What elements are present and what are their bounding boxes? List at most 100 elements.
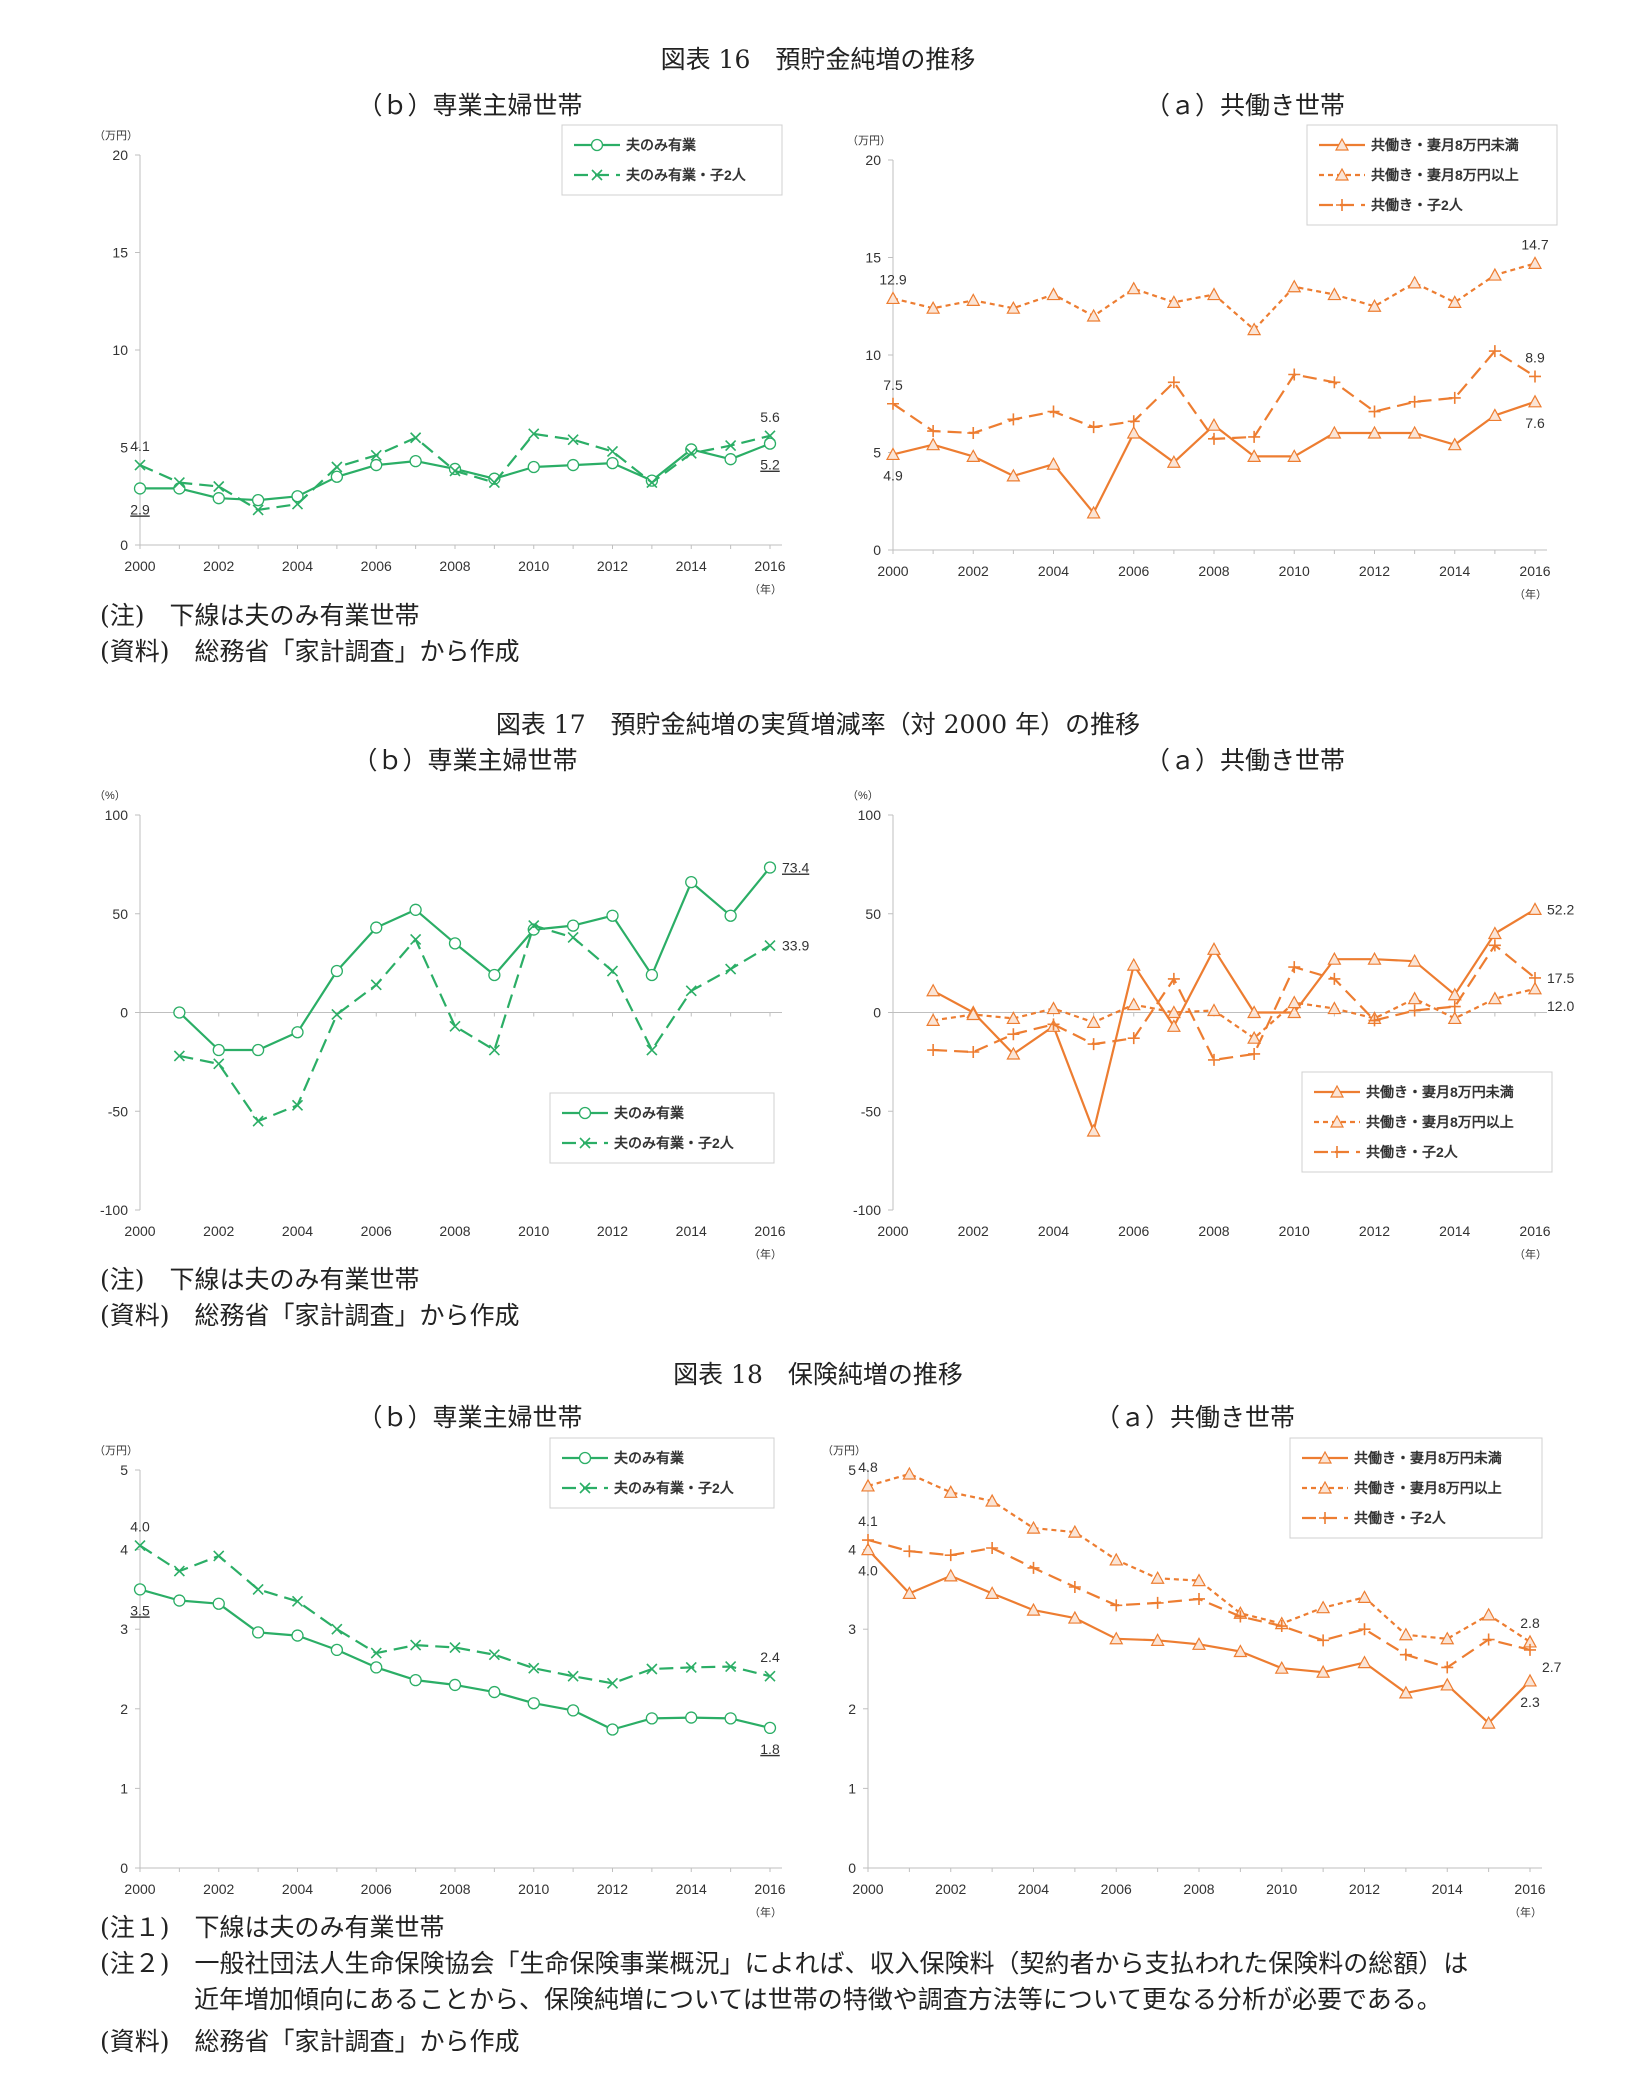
data-point-marker — [1109, 1552, 1124, 1566]
legend-label: 夫のみ有業 — [626, 137, 697, 153]
y-tick-label: 1 — [848, 1780, 856, 1796]
data-point-marker — [173, 1050, 185, 1062]
data-point-marker — [252, 504, 264, 516]
data-point-marker — [606, 1677, 619, 1689]
data-point-marker — [763, 861, 777, 874]
data-point-marker — [173, 477, 185, 489]
data-point-marker — [966, 449, 981, 462]
y-axis-unit-label: （万円） — [94, 1444, 138, 1457]
data-point-marker — [1408, 395, 1421, 408]
x-tick-label: 2006 — [361, 1223, 392, 1239]
y-tick-label: 5 — [120, 1462, 128, 1478]
fig16-note: (注) 下線は夫のみ有業世帯 — [100, 601, 420, 630]
y-tick-label: 0 — [120, 1005, 128, 1021]
data-point-marker — [1110, 1599, 1123, 1612]
data-point-marker — [1006, 468, 1021, 482]
x-tick-label: 2006 — [1101, 1881, 1132, 1897]
x-tick-label: 2008 — [1183, 1881, 1214, 1897]
series-line — [178, 866, 771, 1052]
data-point-marker — [725, 963, 737, 975]
data-point-marker — [902, 1586, 917, 1599]
data-point-marker — [860, 1542, 876, 1556]
x-axis-unit-label: （年） — [1514, 587, 1547, 601]
data-point-marker — [1166, 454, 1181, 468]
fig17-note: (注) 下線は夫のみ有業世帯 — [100, 1265, 420, 1294]
data-point-marker — [1126, 281, 1141, 295]
x-tick-label: 2000 — [877, 1223, 908, 1239]
data-point-marker — [606, 445, 619, 457]
data-point-marker — [1488, 345, 1501, 358]
legend-marker — [579, 1137, 591, 1149]
data-point-marker — [251, 1043, 265, 1057]
data-point-marker — [213, 1550, 225, 1562]
y-tick-label: 15 — [865, 250, 881, 266]
data-point-marker — [1208, 1053, 1220, 1066]
y-tick-label: 15 — [112, 245, 128, 261]
data-point-marker — [567, 434, 579, 446]
legend-label: 共働き・妻月8万円未満 — [1371, 137, 1519, 153]
data-point-marker — [966, 1007, 981, 1021]
data-point-marker — [409, 1673, 422, 1687]
legend-marker — [1317, 1480, 1333, 1494]
data-point-marker — [1047, 405, 1060, 418]
data-point-marker — [763, 1721, 777, 1735]
x-tick-label: 2014 — [676, 1223, 707, 1239]
data-point-marker — [1407, 425, 1422, 439]
data-point-marker — [213, 1058, 225, 1070]
y-tick-label: -100 — [100, 1202, 128, 1218]
y-tick-label: 0 — [120, 1860, 128, 1876]
data-point-marker — [1046, 456, 1061, 470]
data-label: 7.5 — [883, 377, 903, 393]
data-point-marker — [1166, 1019, 1181, 1032]
y-tick-label: -50 — [861, 1103, 881, 1119]
data-point-marker — [173, 1006, 186, 1019]
data-point-marker — [1206, 1003, 1222, 1017]
data-point-marker — [212, 492, 225, 505]
x-tick-label: 2002 — [958, 1223, 989, 1239]
data-point-marker — [724, 909, 737, 922]
data-point-marker — [1481, 1607, 1496, 1621]
fig18-right-chart: 0 1 2 3 4 5 （万円） 2000 2002 2004 2006 2008 2010 2012 20… — [822, 1437, 1562, 1919]
data-point-marker — [1046, 287, 1061, 301]
data-point-marker — [862, 1534, 874, 1547]
data-point-marker — [1067, 1524, 1082, 1538]
x-tick-label: 2000 — [877, 563, 908, 579]
legend-marker — [1334, 137, 1350, 151]
data-point-marker — [1166, 295, 1181, 308]
legend-marker — [1317, 1450, 1333, 1464]
data-point-marker — [1448, 1000, 1461, 1013]
data-point-marker — [606, 909, 619, 922]
x-tick-label: 2000 — [124, 558, 155, 574]
data-point-marker — [1328, 376, 1341, 389]
data-point-marker — [764, 1670, 776, 1682]
x-tick-label: 2012 — [597, 1223, 628, 1239]
data-point-marker — [1166, 1005, 1181, 1019]
data-point-marker — [133, 482, 147, 495]
data-point-marker — [1357, 1655, 1372, 1669]
data-label: 4.1 — [858, 1513, 878, 1529]
x-tick-label: 2016 — [1519, 563, 1550, 579]
data-point-marker — [1529, 370, 1541, 383]
legend-label: 夫のみ有業・子2人 — [614, 1480, 735, 1496]
data-point-marker — [1368, 1014, 1381, 1027]
data-label: 3.5 — [130, 1602, 150, 1618]
x-axis-unit-label: （年） — [749, 1905, 782, 1919]
x-tick-label: 2008 — [439, 558, 470, 574]
series-line — [932, 987, 1536, 1040]
data-point-marker — [885, 291, 901, 305]
data-point-marker — [902, 1466, 917, 1480]
legend-marker — [1334, 167, 1350, 181]
data-point-marker — [330, 470, 344, 483]
data-point-marker — [606, 456, 619, 470]
legend-marker — [578, 1451, 592, 1465]
legend-label: 共働き・妻月8万円以上 — [1354, 1480, 1502, 1496]
data-point-marker — [1193, 1592, 1205, 1605]
data-point-marker — [1527, 394, 1543, 408]
y-tick-label: 20 — [865, 152, 881, 168]
data-point-marker — [1398, 1685, 1413, 1699]
data-point-marker — [528, 1662, 540, 1674]
data-point-marker — [566, 1704, 580, 1717]
fig18-note-2-cont: 近年増加傾向にあることから、保険純増については世帯の特徴や調査方法等について更な… — [100, 1982, 1442, 2018]
y-tick-label: 2 — [848, 1701, 856, 1717]
data-point-marker — [331, 1008, 343, 1021]
